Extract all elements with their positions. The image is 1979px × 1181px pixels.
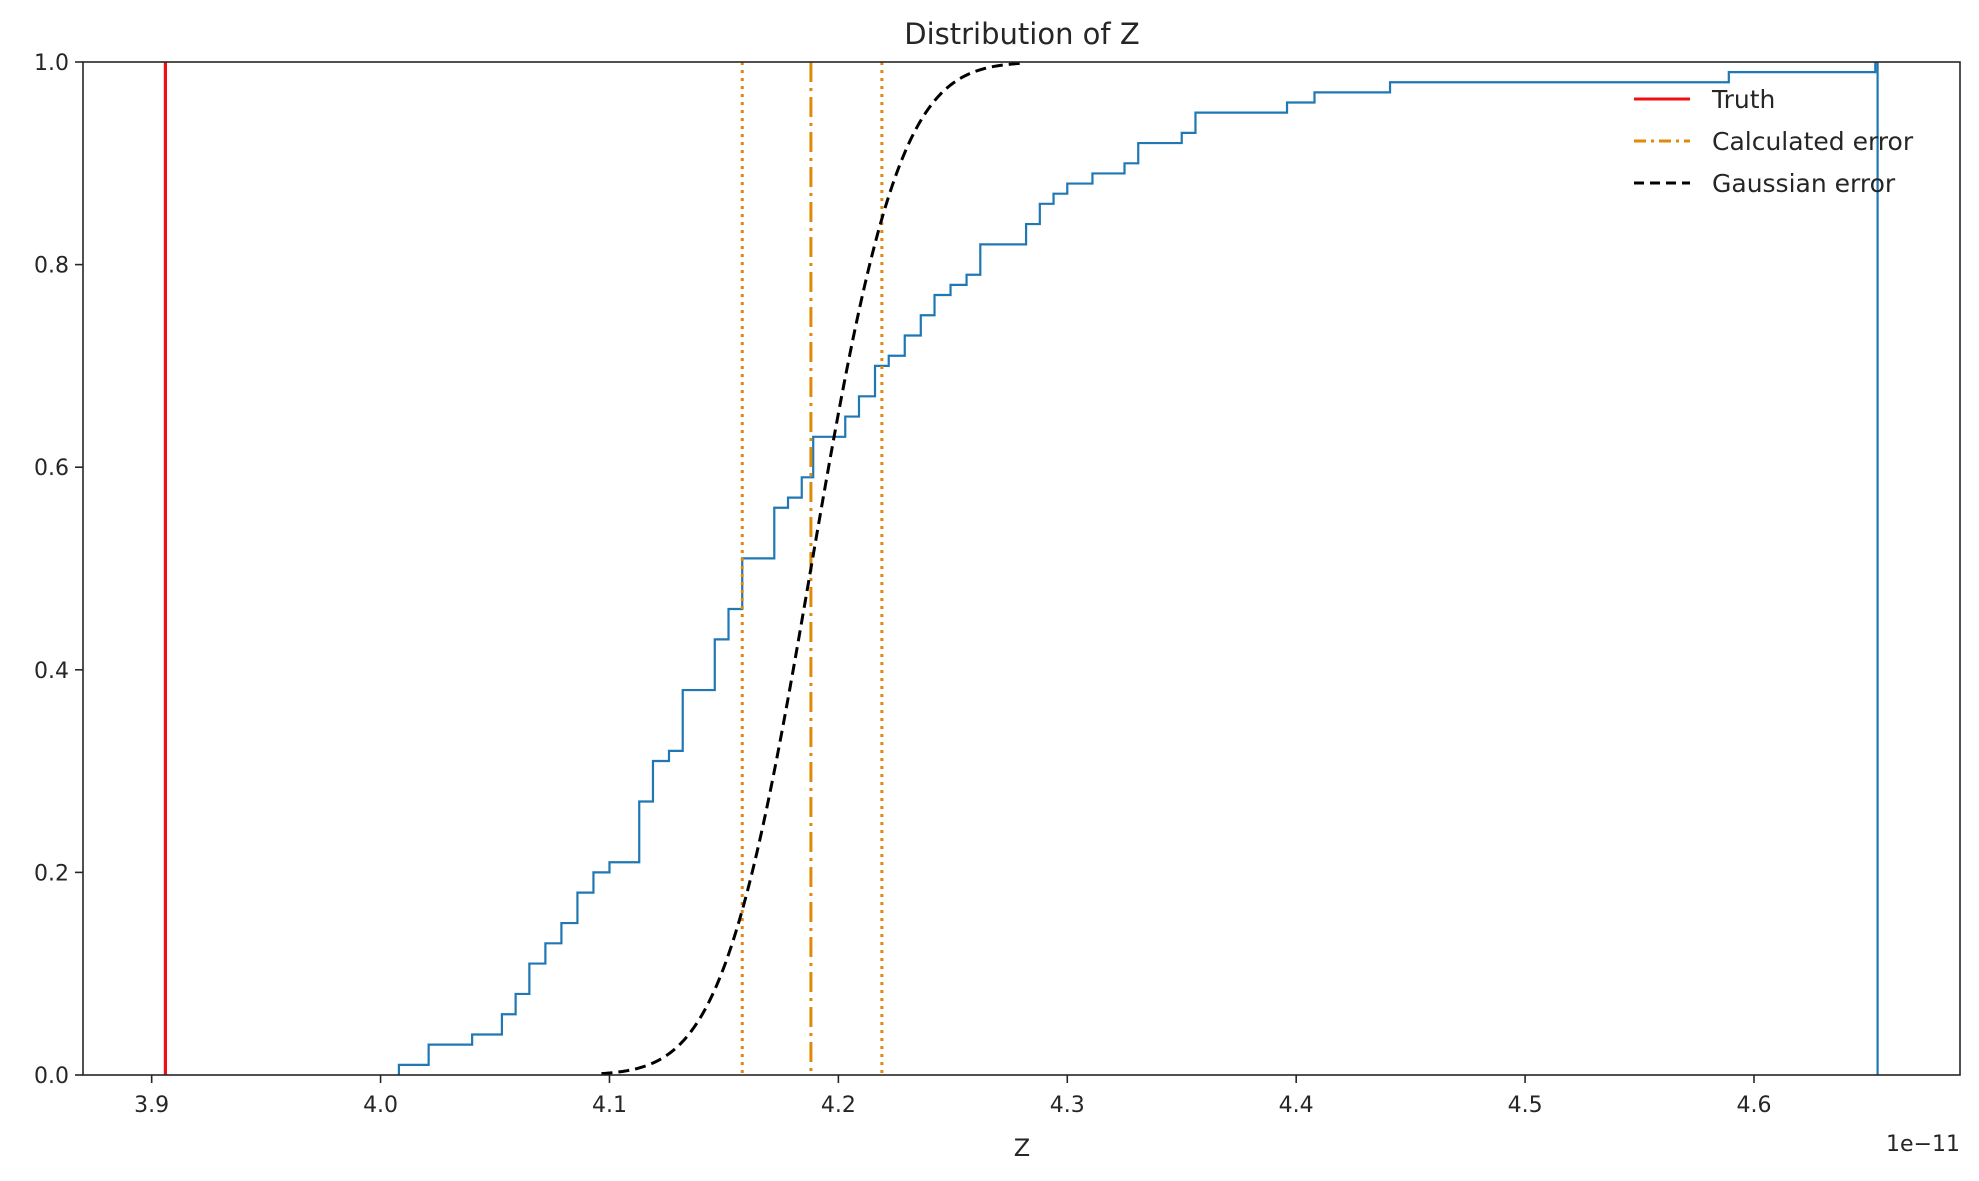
y-tick-label: 0.0: [34, 1064, 69, 1089]
x-tick-label: 4.0: [363, 1093, 398, 1118]
gaussian-error-curve: [601, 62, 1021, 1075]
x-tick-label: 4.2: [821, 1093, 856, 1118]
x-tick-label: 4.3: [1050, 1093, 1085, 1118]
x-axis-offset-label: 1e−11: [1886, 1132, 1960, 1157]
x-tick-label: 3.9: [134, 1093, 169, 1118]
plot-frame: [82, 61, 1961, 1076]
legend-label: Truth: [1711, 85, 1775, 114]
ecdf-step-line: [397, 62, 1878, 1075]
y-tick-label: 0.4: [34, 659, 69, 684]
x-tick-label: 4.1: [592, 1093, 627, 1118]
legend-label: Gaussian error: [1712, 169, 1896, 198]
y-tick-label: 0.6: [34, 456, 69, 481]
x-tick-label: 4.5: [1508, 1093, 1543, 1118]
y-tick-label: 0.2: [34, 861, 69, 886]
plot-area: 3.9 4.0 4.1 4.2 4.3 4.4 4.5 4.6 0.0 0.2 0.4 0.6 0.8 1…: [34, 51, 1961, 1118]
x-axis-label: Z: [1014, 1134, 1030, 1162]
chart-title: Distribution of Z: [904, 17, 1139, 51]
x-tick-label: 4.6: [1736, 1093, 1771, 1118]
y-tick-label: 1.0: [34, 51, 69, 76]
legend: Truth Calculated error Gaussian error: [1634, 85, 1914, 198]
legend-label: Calculated error: [1712, 127, 1914, 156]
y-tick-label: 0.8: [34, 254, 69, 279]
x-tick-label: 4.4: [1279, 1093, 1314, 1118]
series-group: [163, 62, 1879, 1075]
